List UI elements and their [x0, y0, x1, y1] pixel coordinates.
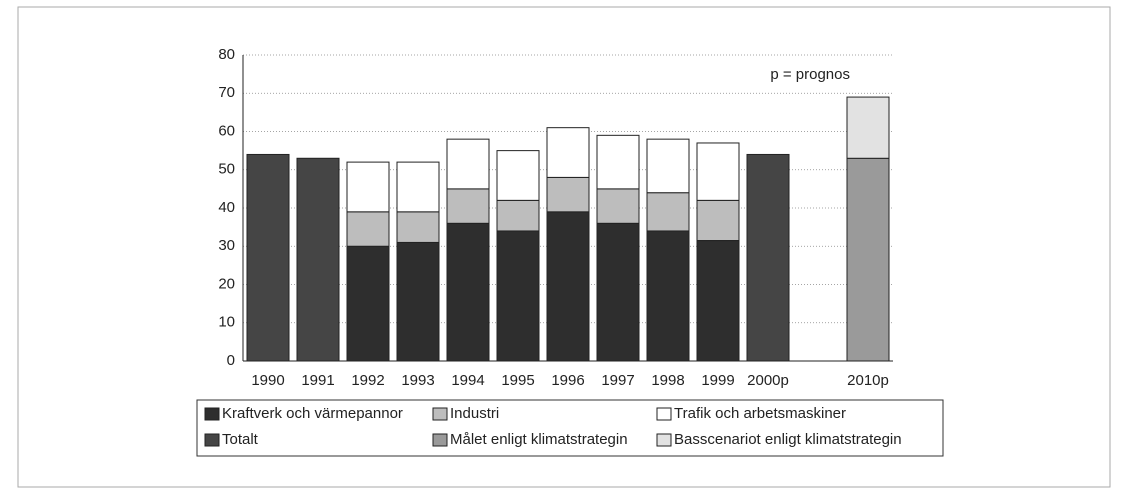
bar-segment	[546, 176, 590, 213]
y-tick-label: 30	[218, 237, 235, 254]
bar-segment	[696, 142, 740, 201]
bar-segment	[696, 199, 740, 242]
legend-label: Basscenariot enligt klimatstrategin	[674, 431, 902, 448]
legend-swatch	[432, 407, 448, 421]
bar-segment	[696, 240, 740, 362]
bar-segment	[496, 199, 540, 232]
bar-segment	[346, 161, 390, 213]
legend-label: Trafik och arbetsmaskiner	[674, 405, 846, 422]
x-tick-label: 1991	[301, 372, 334, 389]
annotation: p = prognos	[770, 66, 850, 83]
bar-segment	[296, 157, 340, 362]
bar-segment	[746, 153, 790, 362]
bar-segment	[396, 161, 440, 213]
bar-segment	[346, 211, 390, 247]
bar-segment	[646, 230, 690, 362]
bar-segment	[346, 245, 390, 362]
legend-label: Totalt	[222, 431, 259, 448]
bar-segment	[846, 96, 890, 159]
bar-segment	[396, 211, 440, 243]
y-tick-label: 0	[227, 352, 235, 369]
bar-segment	[446, 188, 490, 224]
legend-swatch	[204, 407, 220, 421]
bar-segment	[846, 157, 890, 362]
legend-box	[196, 399, 944, 457]
legend-swatch	[656, 433, 672, 447]
legend-swatch	[656, 407, 672, 421]
y-tick-label: 10	[218, 314, 235, 331]
x-tick-label: 1992	[351, 372, 384, 389]
x-tick-label: 2010p	[847, 372, 889, 389]
bar-segment	[646, 138, 690, 194]
bar-segment	[596, 222, 640, 362]
x-tick-label: 1990	[251, 372, 284, 389]
bar-segment	[446, 138, 490, 190]
bar-segment	[446, 222, 490, 362]
x-tick-label: 1998	[651, 372, 684, 389]
bar-segment	[596, 134, 640, 190]
x-tick-label: 2000p	[747, 372, 789, 389]
legend-label: Kraftverk och värmepannor	[222, 405, 403, 422]
x-tick-label: 1994	[451, 372, 484, 389]
bar-segment	[646, 192, 690, 232]
y-tick-label: 80	[218, 46, 235, 63]
legend-swatch	[204, 433, 220, 447]
legend-label: Industri	[450, 405, 499, 422]
bar-segment	[496, 150, 540, 201]
y-tick-label: 20	[218, 275, 235, 292]
bar-segment	[546, 211, 590, 362]
frame	[17, 6, 1111, 488]
x-tick-label: 1999	[701, 372, 734, 389]
bar-segment	[546, 127, 590, 178]
x-tick-label: 1995	[501, 372, 534, 389]
x-tick-label: 1996	[551, 372, 584, 389]
bar-segment	[396, 241, 440, 362]
y-tick-label: 70	[218, 84, 235, 101]
bar-segment	[496, 230, 540, 362]
y-tick-label: 50	[218, 161, 235, 178]
bar-segment	[596, 188, 640, 224]
y-tick-label: 40	[218, 199, 235, 216]
legend-swatch	[432, 433, 448, 447]
x-tick-label: 1997	[601, 372, 634, 389]
y-tick-label: 60	[218, 122, 235, 139]
x-tick-label: 1993	[401, 372, 434, 389]
legend-label: Målet enligt klimatstrategin	[450, 431, 628, 448]
bar-segment	[246, 153, 290, 362]
